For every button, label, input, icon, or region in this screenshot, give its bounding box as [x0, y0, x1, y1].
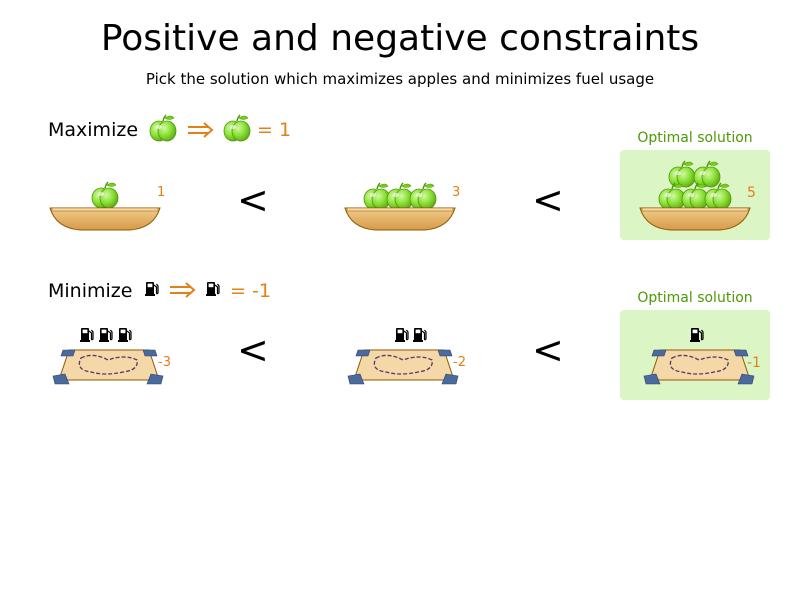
fruit-bowl-3-apples — [344, 182, 456, 231]
fruit-bowl-1-apple — [49, 181, 161, 231]
road-map-2-fuel — [347, 327, 459, 385]
maximize-label: Maximize — [48, 119, 139, 141]
implies-arrow-icon — [170, 282, 196, 298]
fuel-pump-icon — [205, 281, 220, 297]
maximize-formula — [149, 114, 251, 142]
less-than-symbol: < — [532, 178, 564, 222]
less-than-symbol: < — [237, 178, 269, 222]
fruit-bowl-icon — [639, 207, 751, 231]
less-than-symbol: < — [532, 328, 564, 372]
less-than-symbol: < — [237, 328, 269, 372]
fuel-pump-icon — [412, 327, 427, 343]
apple-icon — [149, 114, 177, 142]
road-map-icon — [52, 349, 164, 385]
maximize-formula-value: = 1 — [257, 119, 292, 141]
apple-icon — [409, 182, 437, 210]
maximize-score-1: 1 — [157, 185, 166, 200]
minimize-optimal-label: Optimal solution — [637, 290, 753, 306]
fuel-pump-icon — [79, 327, 94, 343]
apple-icon — [91, 181, 119, 209]
fuel-pump-icon — [394, 327, 409, 343]
apple-icon — [658, 182, 686, 210]
minimize-formula-value: = -1 — [230, 280, 271, 302]
maximize-score-2: 3 — [452, 185, 461, 200]
fruit-bowl-icon — [49, 207, 161, 231]
page-subtitle: Pick the solution which maximizes apples… — [145, 70, 655, 88]
apple-icon — [386, 182, 414, 210]
implies-arrow-icon — [188, 122, 214, 138]
road-map-icon — [643, 349, 755, 385]
fuel-pump-icon — [144, 281, 159, 297]
minimize-formula — [144, 281, 220, 298]
maximize-optimal-label: Optimal solution — [637, 130, 753, 146]
page-title: Positive and negative constraints — [100, 18, 700, 59]
apple-icon — [668, 160, 696, 188]
apple-icon — [363, 182, 391, 210]
road-map-1-fuel — [643, 327, 755, 385]
maximize-score-3: 5 — [747, 185, 756, 201]
road-map-icon — [347, 349, 459, 385]
fuel-pump-icon — [117, 327, 132, 343]
fruit-bowl-5-apples — [639, 160, 751, 231]
apple-icon — [223, 114, 251, 142]
minimize-score-3: -1 — [747, 355, 761, 371]
fuel-pump-icon — [98, 327, 113, 343]
fuel-pump-icon — [689, 327, 704, 343]
minimize-score-1: -3 — [158, 355, 171, 370]
minimize-label: Minimize — [48, 280, 133, 302]
fruit-bowl-icon — [344, 207, 456, 231]
road-map-3-fuel — [52, 327, 164, 385]
minimize-score-2: -2 — [453, 355, 466, 370]
